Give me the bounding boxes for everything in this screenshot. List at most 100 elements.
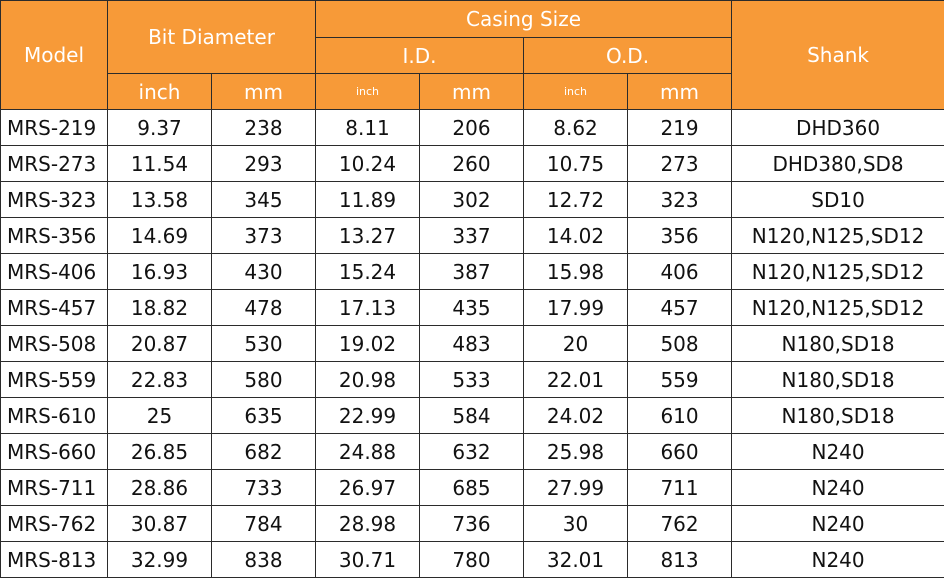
od-inch-cell: 15.98 — [523, 253, 629, 290]
bit-inch-cell: 16.93 — [107, 253, 212, 290]
od-mm-cell: 219 — [627, 109, 733, 146]
model-cell: MRS-406 — [0, 253, 108, 290]
header-od-mm: mm — [627, 73, 733, 110]
model-cell: MRS-323 — [0, 181, 108, 218]
shank-cell: N120,N125,SD12 — [731, 289, 944, 326]
bit-mm-cell: 430 — [210, 253, 317, 290]
id-inch-cell: 26.97 — [315, 469, 421, 506]
bit-inch-cell: 25 — [107, 397, 212, 434]
od-inch-cell: 32.01 — [523, 541, 629, 578]
header-od-inch: inch — [523, 73, 629, 110]
table-row: MRS-508 20.87 530 19.02 483 20 508 N180,SD18 — [0, 325, 944, 362]
table-row: MRS-356 14.69 373 13.27 337 14.02 356 N120,N125… — [0, 217, 944, 254]
model-cell: MRS-356 — [0, 217, 108, 254]
id-mm-cell: 435 — [419, 289, 525, 326]
model-cell: MRS-610 — [0, 397, 108, 434]
od-inch-cell: 27.99 — [523, 469, 629, 506]
id-inch-cell: 19.02 — [315, 325, 421, 362]
header-model: Model — [0, 0, 108, 110]
header-bit-diameter: Bit Diameter — [106, 0, 317, 74]
id-mm-cell: 584 — [419, 397, 525, 434]
shank-cell: N120,N125,SD12 — [731, 253, 944, 290]
table-row: MRS-813 32.99 838 30.71 780 32.01 813 N240 — [0, 541, 944, 578]
bit-mm-cell: 345 — [210, 181, 317, 218]
bit-mm-cell: 682 — [210, 433, 317, 470]
od-mm-cell: 711 — [627, 469, 733, 506]
od-mm-cell: 406 — [627, 253, 733, 290]
bit-inch-cell: 26.85 — [107, 433, 212, 470]
table-row: MRS-457 18.82 478 17.13 435 17.99 457 N120,N125… — [0, 289, 944, 326]
id-inch-cell: 28.98 — [315, 505, 421, 542]
od-inch-cell: 8.62 — [523, 109, 629, 146]
model-cell: MRS-660 — [0, 433, 108, 470]
od-mm-cell: 559 — [627, 361, 733, 398]
od-mm-cell: 508 — [627, 325, 733, 362]
bit-mm-cell: 293 — [210, 145, 317, 182]
id-inch-cell: 24.88 — [315, 433, 421, 470]
id-inch-cell: 15.24 — [315, 253, 421, 290]
table-row: MRS-219 9.37 238 8.11 206 8.62 219 DHD360 — [0, 109, 944, 146]
table-body: MRS-219 9.37 238 8.11 206 8.62 219 DHD360 MRS-27… — [0, 109, 944, 578]
id-mm-cell: 533 — [419, 361, 525, 398]
header-bit-mm: mm — [210, 73, 317, 110]
id-mm-cell: 483 — [419, 325, 525, 362]
id-inch-cell: 30.71 — [315, 541, 421, 578]
shank-cell: N180,SD18 — [731, 397, 944, 434]
header-id-mm: mm — [419, 73, 525, 110]
id-mm-cell: 337 — [419, 217, 525, 254]
table-row: MRS-406 16.93 430 15.24 387 15.98 406 N120,N125… — [0, 253, 944, 290]
od-mm-cell: 273 — [627, 145, 733, 182]
id-mm-cell: 632 — [419, 433, 525, 470]
header-id: I.D. — [315, 37, 525, 74]
bit-mm-cell: 580 — [210, 361, 317, 398]
bit-inch-cell: 18.82 — [107, 289, 212, 326]
table-row: MRS-559 22.83 580 20.98 533 22.01 559 N180,SD18 — [0, 361, 944, 398]
bit-mm-cell: 635 — [210, 397, 317, 434]
id-inch-cell: 20.98 — [315, 361, 421, 398]
shank-cell: DHD360 — [731, 109, 944, 146]
bit-mm-cell: 838 — [210, 541, 317, 578]
header-od: O.D. — [523, 37, 733, 74]
od-inch-cell: 17.99 — [523, 289, 629, 326]
table-row: MRS-711 28.86 733 26.97 685 27.99 711 N240 — [0, 469, 944, 506]
model-cell: MRS-273 — [0, 145, 108, 182]
header-casing-size: Casing Size — [315, 0, 733, 38]
bit-mm-cell: 238 — [210, 109, 317, 146]
table-row: MRS-660 26.85 682 24.88 632 25.98 660 N240 — [0, 433, 944, 470]
bit-inch-cell: 32.99 — [107, 541, 212, 578]
bit-mm-cell: 784 — [210, 505, 317, 542]
id-inch-cell: 10.24 — [315, 145, 421, 182]
shank-cell: N180,SD18 — [731, 325, 944, 362]
shank-cell: N240 — [731, 541, 944, 578]
model-cell: MRS-762 — [0, 505, 108, 542]
bit-inch-cell: 13.58 — [107, 181, 212, 218]
od-inch-cell: 14.02 — [523, 217, 629, 254]
bit-inch-cell: 9.37 — [107, 109, 212, 146]
header-shank: Shank — [731, 0, 944, 110]
bit-mm-cell: 733 — [210, 469, 317, 506]
id-mm-cell: 685 — [419, 469, 525, 506]
od-mm-cell: 356 — [627, 217, 733, 254]
table-row: MRS-762 30.87 784 28.98 736 30 762 N240 — [0, 505, 944, 542]
model-cell: MRS-711 — [0, 469, 108, 506]
od-inch-cell: 22.01 — [523, 361, 629, 398]
table-row: MRS-610 25 635 22.99 584 24.02 610 N180,SD18 — [0, 397, 944, 434]
id-mm-cell: 206 — [419, 109, 525, 146]
od-inch-cell: 24.02 — [523, 397, 629, 434]
od-mm-cell: 610 — [627, 397, 733, 434]
shank-cell: DHD380,SD8 — [731, 145, 944, 182]
od-mm-cell: 457 — [627, 289, 733, 326]
bit-inch-cell: 11.54 — [107, 145, 212, 182]
model-cell: MRS-457 — [0, 289, 108, 326]
od-inch-cell: 12.72 — [523, 181, 629, 218]
model-cell: MRS-219 — [0, 109, 108, 146]
bit-inch-cell: 22.83 — [107, 361, 212, 398]
od-mm-cell: 762 — [627, 505, 733, 542]
od-mm-cell: 813 — [627, 541, 733, 578]
id-inch-cell: 8.11 — [315, 109, 421, 146]
shank-cell: N180,SD18 — [731, 361, 944, 398]
id-mm-cell: 387 — [419, 253, 525, 290]
bit-mm-cell: 373 — [210, 217, 317, 254]
bit-inch-cell: 20.87 — [107, 325, 212, 362]
model-cell: MRS-508 — [0, 325, 108, 362]
